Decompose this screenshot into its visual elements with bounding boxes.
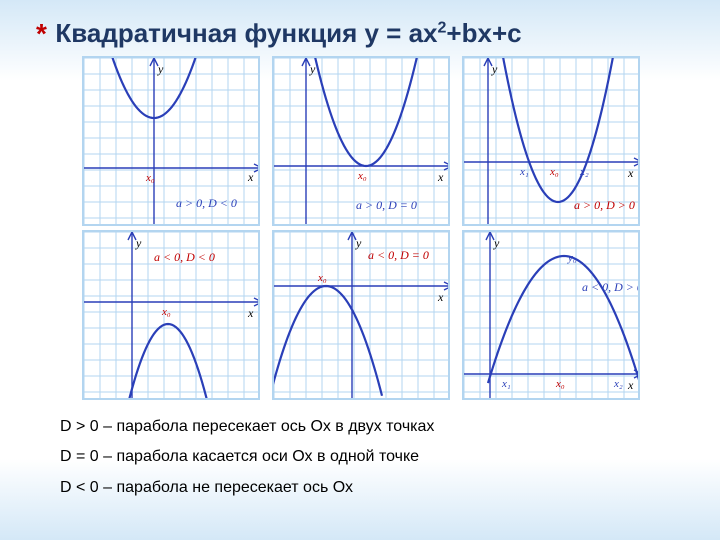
plot-caption: a > 0, D = 0	[356, 198, 417, 213]
parabola-plot: a < 0, D > 0 x₀ x₁ x₂ y₀ x y	[462, 230, 640, 400]
y-axis-label: y	[310, 62, 315, 77]
plot-caption: a < 0, D > 0	[582, 280, 640, 295]
plot-caption: a > 0, D > 0	[574, 198, 635, 213]
vertex-x-label: x₀	[146, 172, 155, 184]
root-label: x₂	[614, 378, 623, 390]
root-label: x₂	[580, 166, 589, 178]
parabola-plot: a > 0, D < 0 x₀ x y	[82, 56, 260, 226]
parabola-plot: a < 0, D = 0 x₀ x y	[272, 230, 450, 400]
plot-caption: a < 0, D < 0	[154, 250, 215, 265]
y-axis-label: y	[492, 62, 497, 77]
parabola-plot: a > 0, D = 0 x₀ x y	[272, 56, 450, 226]
x-axis-label: x	[248, 170, 253, 185]
vertex-x-label: x₀	[550, 166, 559, 178]
x-axis-label: x	[628, 166, 633, 181]
x-axis-label: x	[628, 378, 633, 393]
plot-caption: a < 0, D = 0	[368, 248, 429, 263]
title-bullet: *	[36, 18, 47, 50]
slide-title-block: * Квадратичная функция y = ax2+bx+c	[0, 0, 720, 50]
x-axis-label: x	[438, 290, 443, 305]
title-main: Квадратичная функция y = ax	[55, 18, 437, 48]
title-tail: +bx+c	[446, 18, 521, 48]
slide-title: Квадратичная функция y = ax2+bx+c	[55, 18, 521, 48]
root-label: x₁	[502, 378, 511, 390]
parabola-grid: a > 0, D < 0 x₀ x y a > 0, D = 0 x₀ x y a > 0,…	[82, 56, 720, 400]
plot-caption: a > 0, D < 0	[176, 196, 237, 211]
note-line: D > 0 – парабола пересекает ось Ох в дву…	[60, 412, 720, 442]
parabola-plot: a < 0, D < 0 x₀ x y	[82, 230, 260, 400]
discriminant-notes: D > 0 – парабола пересекает ось Ох в дву…	[60, 412, 720, 503]
note-line: D < 0 – парабола не пересекает ось Ох	[60, 473, 720, 503]
y-axis-label: y	[356, 236, 361, 251]
vertex-x-label: x₀	[358, 170, 367, 182]
parabola-plot: a > 0, D > 0 x₀ x₁ x₂ x y	[462, 56, 640, 226]
vertex-x-label: x₀	[162, 306, 171, 318]
vertex-y-label: y₀	[568, 252, 577, 264]
vertex-x-label: x₀	[556, 378, 565, 390]
y-axis-label: y	[158, 62, 163, 77]
y-axis-label: y	[494, 236, 499, 251]
note-line: D = 0 – парабола касается оси Ох в одной…	[60, 442, 720, 472]
x-axis-label: x	[438, 170, 443, 185]
y-axis-label: y	[136, 236, 141, 251]
root-label: x₁	[520, 166, 529, 178]
vertex-x-label: x₀	[318, 272, 327, 284]
x-axis-label: x	[248, 306, 253, 321]
